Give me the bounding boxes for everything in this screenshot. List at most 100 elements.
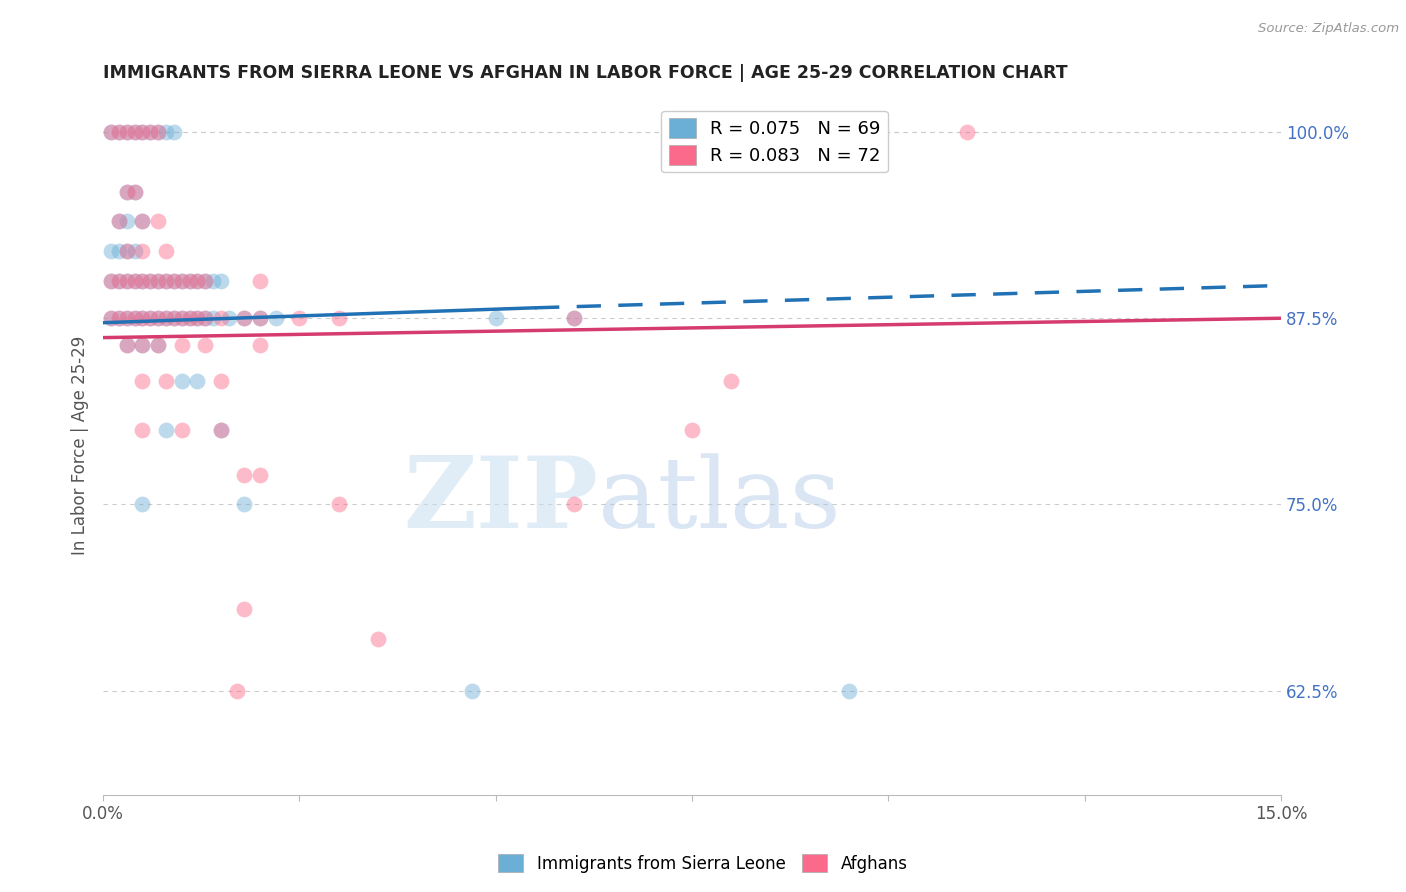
Point	[155, 311, 177, 326]
Point	[124, 185, 146, 199]
Point	[218, 311, 240, 326]
Point	[170, 311, 193, 326]
Point	[115, 125, 138, 139]
Point	[124, 125, 146, 139]
Point	[124, 311, 146, 326]
Point	[163, 125, 186, 139]
Point	[115, 214, 138, 228]
Point	[124, 311, 146, 326]
Point	[179, 311, 201, 326]
Point	[163, 311, 186, 326]
Point	[115, 338, 138, 352]
Point	[249, 467, 271, 482]
Point	[155, 423, 177, 437]
Point	[108, 311, 131, 326]
Point	[170, 274, 193, 288]
Point	[100, 125, 122, 139]
Point	[155, 274, 177, 288]
Point	[115, 274, 138, 288]
Point	[170, 374, 193, 388]
Point	[179, 311, 201, 326]
Point	[209, 274, 232, 288]
Point	[179, 274, 201, 288]
Point	[131, 311, 153, 326]
Point	[461, 683, 484, 698]
Point	[194, 311, 217, 326]
Point	[186, 311, 208, 326]
Point	[131, 498, 153, 512]
Point	[146, 274, 169, 288]
Point	[146, 125, 169, 139]
Point	[288, 311, 311, 326]
Point	[155, 274, 177, 288]
Point	[146, 125, 169, 139]
Point	[233, 467, 256, 482]
Point	[146, 311, 169, 326]
Point	[194, 274, 217, 288]
Point	[100, 311, 122, 326]
Point	[139, 274, 162, 288]
Point	[186, 374, 208, 388]
Point	[225, 683, 247, 698]
Point	[108, 274, 131, 288]
Point	[956, 125, 979, 139]
Point	[124, 244, 146, 259]
Point	[131, 374, 153, 388]
Point	[720, 374, 742, 388]
Point	[233, 311, 256, 326]
Point	[124, 125, 146, 139]
Point	[194, 311, 217, 326]
Point	[131, 125, 153, 139]
Point	[170, 338, 193, 352]
Point	[194, 274, 217, 288]
Point	[249, 311, 271, 326]
Point	[163, 274, 186, 288]
Point	[179, 274, 201, 288]
Point	[194, 338, 217, 352]
Point	[838, 683, 860, 698]
Point	[115, 338, 138, 352]
Point	[108, 214, 131, 228]
Point	[163, 311, 186, 326]
Point	[186, 274, 208, 288]
Text: ZIP: ZIP	[404, 452, 598, 549]
Point	[233, 311, 256, 326]
Point	[202, 311, 225, 326]
Text: atlas: atlas	[598, 453, 841, 549]
Point	[249, 338, 271, 352]
Point	[131, 423, 153, 437]
Point	[209, 423, 232, 437]
Point	[124, 185, 146, 199]
Point	[131, 338, 153, 352]
Point	[131, 338, 153, 352]
Point	[155, 311, 177, 326]
Point	[131, 244, 153, 259]
Point	[485, 311, 508, 326]
Point	[155, 125, 177, 139]
Legend: Immigrants from Sierra Leone, Afghans: Immigrants from Sierra Leone, Afghans	[492, 847, 914, 880]
Point	[202, 274, 225, 288]
Point	[100, 311, 122, 326]
Point	[131, 274, 153, 288]
Point	[249, 274, 271, 288]
Point	[115, 125, 138, 139]
Point	[233, 602, 256, 616]
Point	[108, 125, 131, 139]
Point	[139, 125, 162, 139]
Point	[209, 311, 232, 326]
Point	[562, 311, 585, 326]
Point	[139, 274, 162, 288]
Point	[170, 311, 193, 326]
Point	[146, 338, 169, 352]
Point	[328, 498, 350, 512]
Point	[131, 125, 153, 139]
Point	[209, 374, 232, 388]
Point	[233, 498, 256, 512]
Text: IMMIGRANTS FROM SIERRA LEONE VS AFGHAN IN LABOR FORCE | AGE 25-29 CORRELATION CH: IMMIGRANTS FROM SIERRA LEONE VS AFGHAN I…	[103, 64, 1067, 82]
Point	[115, 244, 138, 259]
Point	[155, 374, 177, 388]
Point	[115, 244, 138, 259]
Point	[124, 274, 146, 288]
Text: Source: ZipAtlas.com: Source: ZipAtlas.com	[1258, 22, 1399, 36]
Point	[681, 423, 703, 437]
